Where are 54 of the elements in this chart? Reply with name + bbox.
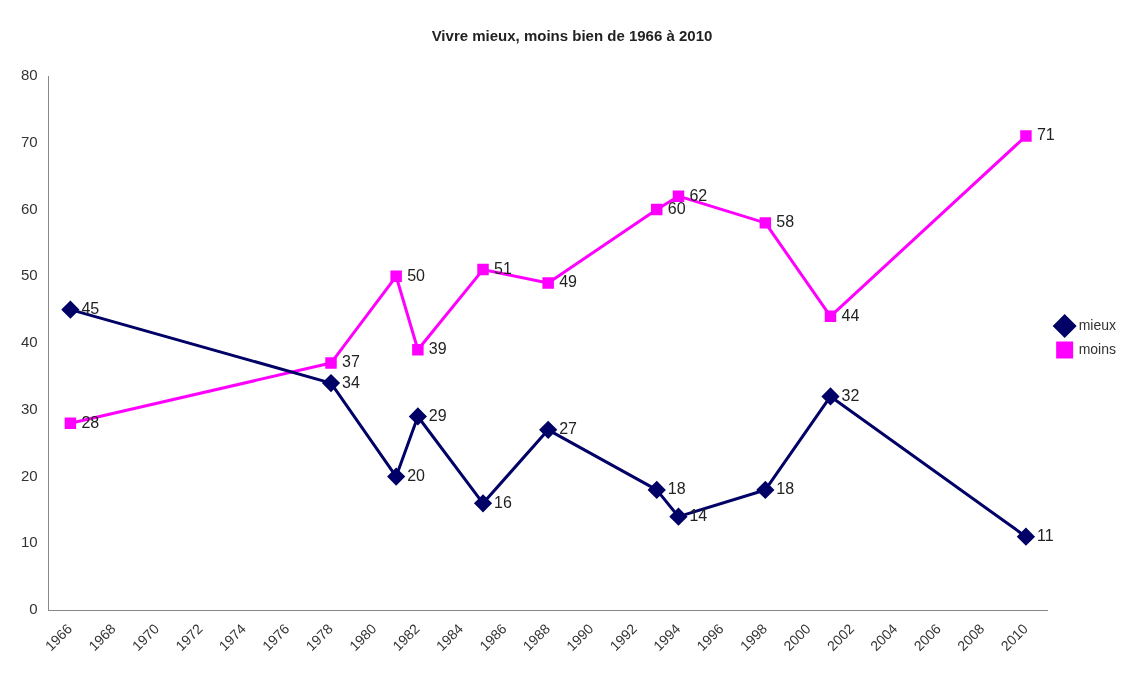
- point: [824, 310, 837, 323]
- y-tick-label: 60: [21, 199, 38, 217]
- data-label: 18: [776, 480, 795, 498]
- data-label: 60: [667, 199, 686, 217]
- y-tick-label: 10: [21, 533, 38, 551]
- y-tick-label: 70: [21, 132, 38, 150]
- point: [61, 301, 79, 319]
- point: [412, 343, 424, 356]
- point: [1017, 528, 1035, 546]
- data-label: 44: [841, 306, 860, 324]
- data-label: 16: [494, 493, 512, 511]
- y-tick-label: 0: [29, 600, 38, 618]
- data-label: 18: [667, 480, 686, 498]
- data-label: 32: [841, 386, 860, 404]
- point: [542, 277, 554, 289]
- data-label: 49: [559, 273, 578, 291]
- point: [759, 217, 772, 229]
- point: [756, 481, 774, 499]
- y-tick-label: 50: [21, 266, 38, 284]
- data-label: 39: [428, 340, 447, 358]
- data-label: 29: [428, 406, 447, 424]
- point: [1020, 130, 1032, 142]
- data-label: 62: [689, 186, 708, 204]
- chart-title: Vivre mieux, moins bien de 1966 à 2010: [431, 27, 713, 45]
- data-label: 11: [1036, 527, 1054, 545]
- point: [651, 203, 663, 216]
- legend-label: moins: [1078, 340, 1117, 357]
- y-tick-label: 30: [21, 399, 38, 417]
- point: [539, 421, 557, 439]
- point: [669, 508, 687, 526]
- data-label: 27: [559, 420, 578, 438]
- point: [390, 270, 402, 283]
- data-label: 58: [776, 213, 795, 231]
- data-label: 37: [342, 353, 360, 371]
- point: [387, 468, 405, 486]
- point: [325, 357, 337, 369]
- y-tick-label: 80: [21, 66, 38, 84]
- data-label: 14: [689, 507, 708, 525]
- data-label: 34: [342, 373, 360, 391]
- point: [409, 407, 427, 425]
- point: [672, 190, 685, 202]
- data-label: 20: [407, 466, 426, 484]
- point: [477, 263, 489, 276]
- legend-label: mieux: [1078, 316, 1117, 333]
- data-label: 45: [81, 300, 100, 318]
- y-tick-label: 40: [21, 333, 38, 351]
- point: [64, 417, 77, 429]
- point: [821, 387, 839, 405]
- point: [474, 494, 492, 512]
- data-label: 50: [407, 266, 426, 284]
- point: [648, 481, 666, 499]
- data-label: 71: [1036, 126, 1055, 144]
- point: [322, 374, 340, 392]
- y-tick-label: 20: [21, 466, 38, 484]
